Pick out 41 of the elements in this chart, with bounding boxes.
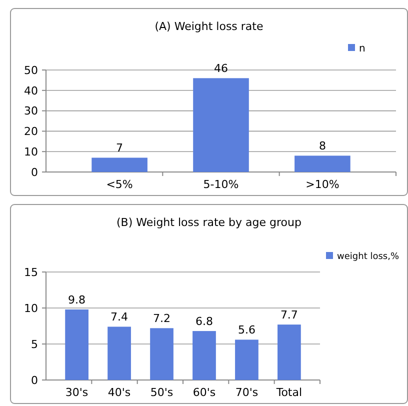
x-tick-label: 40's (108, 386, 131, 399)
y-tick-label: 15 (24, 266, 38, 279)
x-tick-label: <5% (106, 178, 133, 191)
y-tick-label: 40 (24, 84, 38, 98)
chart-title: (A) Weight loss rate (154, 20, 264, 33)
bar (193, 78, 249, 172)
x-tick-label: 30's (65, 386, 88, 399)
y-tick-label: 30 (24, 104, 38, 118)
x-tick-label: 50's (150, 386, 174, 399)
legend-label: weight loss,% (337, 252, 400, 262)
bar (108, 326, 131, 380)
x-tick-label: 60's (192, 386, 216, 399)
data-label: 8 (318, 140, 326, 153)
y-tick-label: 0 (31, 374, 38, 387)
data-label: 46 (214, 62, 228, 76)
chart-title: (B) Weight loss rate by age group (116, 216, 302, 229)
y-tick-label: 10 (24, 145, 38, 158)
bar (65, 309, 88, 380)
legend-label: n (359, 44, 366, 54)
y-tick-label: 0 (31, 166, 38, 179)
bar (294, 156, 350, 172)
data-label: 7.2 (153, 312, 171, 326)
data-label: 7 (116, 142, 124, 155)
data-label: 5.6 (238, 324, 256, 337)
bar (235, 340, 258, 380)
x-tick-label: 70's (235, 386, 258, 399)
data-label: 9.8 (68, 293, 86, 306)
x-tick-label: Total (275, 386, 302, 399)
bar (150, 328, 174, 380)
data-label: 7.7 (280, 308, 298, 322)
y-tick-label: 50 (24, 64, 38, 77)
x-tick-label: 5-10% (203, 178, 239, 191)
bar (92, 158, 148, 172)
x-tick-label: >10% (306, 178, 340, 191)
y-tick-label: 10 (24, 302, 38, 315)
data-label: 7.4 (110, 310, 128, 324)
bar (278, 324, 301, 380)
bar (192, 331, 216, 380)
y-tick-label: 20 (24, 125, 38, 138)
y-tick-label: 5 (31, 338, 38, 351)
data-label: 6.8 (195, 315, 213, 328)
